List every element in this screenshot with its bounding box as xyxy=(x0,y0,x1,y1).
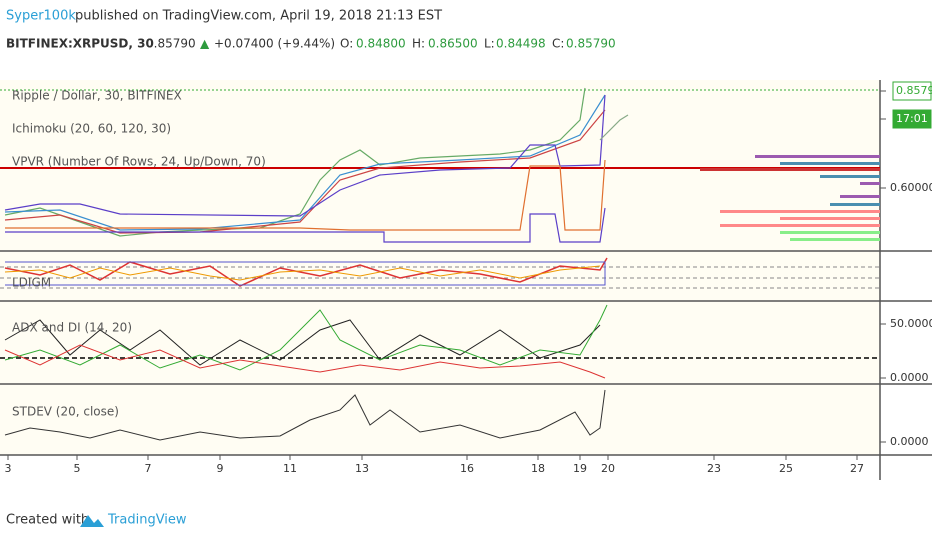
footer-brand[interactable]: TradingView xyxy=(107,513,187,528)
arrow: ▲ xyxy=(200,37,210,51)
close: 0.85790 xyxy=(566,37,616,51)
change: +0.07400 (+9.44%) xyxy=(214,37,335,51)
ldigm-pane xyxy=(0,257,880,289)
x-tick-label: 19 xyxy=(573,462,587,475)
footer-created: Created with xyxy=(6,513,89,528)
tradingview-logo xyxy=(80,515,104,527)
axis-label: 17:01 xyxy=(896,112,928,125)
x-tick-label: 7 xyxy=(145,462,152,475)
x-tick-label: 23 xyxy=(707,462,721,475)
x-tick-label: 9 xyxy=(217,462,224,475)
low-label: L: xyxy=(484,37,495,51)
pane-label: ADX and DI (14, 20) xyxy=(12,321,132,335)
x-tick-label: 5 xyxy=(74,462,81,475)
pane-label: VPVR (Number Of Rows, 24, Up/Down, 70) xyxy=(12,155,266,169)
x-tick-label: 11 xyxy=(283,462,297,475)
stdev-line xyxy=(4,389,606,441)
pane-label: Ripple / Dollar, 30, BITFINEX xyxy=(12,89,182,103)
axis-label: 0.85790 xyxy=(896,84,932,97)
x-tick-label: 20 xyxy=(601,462,615,475)
price-tag xyxy=(892,109,932,129)
axis-label: 0.0000 xyxy=(890,435,929,448)
price-lines xyxy=(4,87,629,243)
x-tick-label: 13 xyxy=(355,462,369,475)
x-tick-label: 27 xyxy=(850,462,864,475)
pane-label: Ichimoku (20, 60, 120, 30) xyxy=(12,122,171,136)
vpvr xyxy=(700,155,880,241)
axis-label: 0.60000 xyxy=(890,181,932,194)
close-label: C: xyxy=(552,37,564,51)
last-price: 0.85790 xyxy=(146,37,196,51)
published-text: published on TradingView.com, April 19, … xyxy=(75,9,442,24)
low: 0.84498 xyxy=(496,37,546,51)
high: 0.86500 xyxy=(428,37,478,51)
open-label: O: xyxy=(340,37,353,51)
axis-label: 0.0000 xyxy=(890,371,929,384)
x-tick-label: 16 xyxy=(460,462,474,475)
adx-pane xyxy=(0,304,880,379)
open: 0.84800 xyxy=(356,37,406,51)
author-link[interactable]: Syper100k xyxy=(6,9,76,24)
pane-separators xyxy=(0,80,932,480)
x-tick-label: 25 xyxy=(779,462,793,475)
chart-area xyxy=(0,80,880,455)
axis-label: 50.0000 xyxy=(890,317,932,330)
price-tag xyxy=(892,81,932,101)
high-label: H: xyxy=(412,37,425,51)
pane-label: STDEV (20, close) xyxy=(12,405,119,419)
x-tick-label: 3 xyxy=(5,462,12,475)
pane-label: LDIGM xyxy=(12,276,51,290)
x-tick-label: 18 xyxy=(531,462,545,475)
symbol: BITFINEX:XRPUSD, 30 xyxy=(6,37,154,51)
